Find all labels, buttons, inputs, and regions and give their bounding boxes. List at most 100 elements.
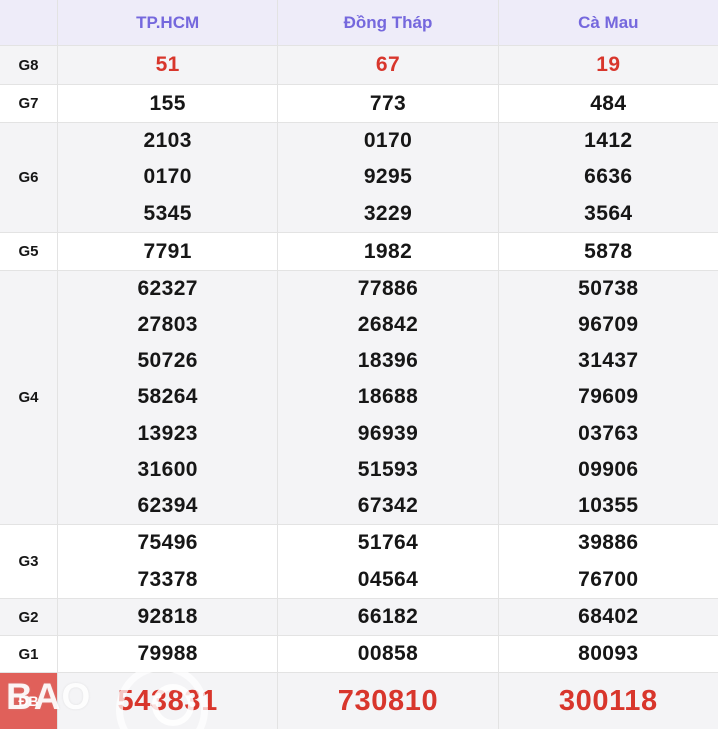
result-cell: 39886 76700 (497, 525, 718, 598)
result-value: 58264 (137, 385, 198, 409)
result-value: 5878 (584, 239, 633, 263)
result-value: 2103 (143, 129, 192, 153)
result-cell: 75496 73378 (57, 525, 277, 598)
prize-rows-container: G8 51 67 19 G7 155 773 484 G6 2103 0170 5345 0170 929… (0, 45, 718, 729)
result-value: 79609 (578, 385, 639, 409)
result-cell: 92818 (57, 599, 277, 635)
prize-tier-label: G6 (18, 169, 39, 186)
result-value: 13923 (137, 421, 198, 445)
result-cell: 5878 (497, 233, 718, 270)
result-cell: 1412 6636 3564 (497, 123, 718, 232)
prize-tier-label: G5 (18, 243, 39, 260)
result-cell: 1982 (277, 233, 497, 270)
result-value: 79988 (137, 642, 198, 665)
result-value: 0170 (143, 165, 192, 189)
prize-row-5: G4 62327 27803 50726 58264 13923 31600 62394 778… (0, 270, 718, 524)
result-cell: 79988 (57, 636, 277, 672)
column-header-tphcm: TP.HCM (57, 0, 277, 45)
result-value: 19 (596, 53, 621, 76)
result-value: 03763 (578, 421, 639, 445)
result-cell: 67 (277, 46, 497, 84)
result-value: 730810 (337, 684, 439, 717)
prize-tier-label: ĐB (0, 673, 57, 729)
result-cell: 00858 (277, 636, 497, 672)
prize-row-3: G6 2103 0170 5345 0170 9295 3229 1412 6636 3564 (0, 122, 718, 232)
result-value: 9295 (363, 165, 413, 189)
result-value: 51 (155, 53, 180, 76)
result-cell: 51764 04564 (277, 525, 497, 598)
header-corner-cell (0, 0, 57, 45)
result-cell: 62327 27803 50726 58264 13923 31600 62394 (57, 271, 277, 524)
result-value: 3229 (363, 201, 413, 225)
result-cell: 730810 (277, 673, 497, 729)
table-header: TP.HCM Đồng Tháp Cà Mau (0, 0, 718, 45)
result-value: 92818 (137, 605, 198, 628)
result-value: 51764 (357, 531, 419, 555)
prize-row-8: G1 79988 00858 80093 (0, 635, 718, 672)
prize-row-6: G3 75496 73378 51764 04564 39886 76700 (0, 524, 718, 598)
result-cell: 68402 (497, 599, 718, 635)
result-value: 31600 (137, 457, 198, 481)
result-value: 6636 (584, 165, 633, 189)
result-value: 96939 (357, 421, 419, 445)
prize-row-7: G2 92818 66182 68402 (0, 598, 718, 635)
result-value: 04564 (357, 567, 419, 591)
result-value: 50738 (578, 277, 639, 301)
prize-tier-label: G8 (18, 56, 39, 74)
result-value: 300118 (558, 684, 658, 717)
result-value: 66182 (357, 605, 419, 628)
result-cell: 80093 (497, 636, 718, 672)
result-value: 67 (375, 53, 401, 76)
result-cell: 51 (57, 46, 277, 84)
result-value: 3564 (584, 201, 633, 225)
prize-tier-label: G1 (18, 645, 39, 663)
result-value: 62394 (137, 493, 198, 517)
result-value: 543831 (117, 684, 218, 717)
result-value: 31437 (578, 349, 639, 373)
column-header-ca-mau: Cà Mau (497, 0, 718, 45)
result-value: 51593 (357, 457, 419, 481)
result-value: 00858 (357, 642, 419, 665)
result-value: 27803 (137, 313, 198, 337)
column-header-dong-thap: Đồng Tháp (277, 0, 497, 45)
result-cell: 50738 96709 31437 79609 03763 09906 10355 (497, 271, 718, 524)
result-cell: 155 (57, 85, 277, 122)
prize-row-4: G5 7791 1982 5878 (0, 232, 718, 270)
result-value: 77886 (357, 277, 419, 301)
result-cell: 300118 (497, 673, 718, 729)
prize-tier-label: G2 (18, 608, 39, 626)
result-value: 62327 (137, 277, 198, 301)
result-value: 50726 (137, 349, 198, 373)
result-value: 484 (590, 91, 627, 115)
result-value: 73378 (137, 567, 198, 591)
prize-row-1: G8 51 67 19 (0, 45, 718, 84)
result-cell: 77886 26842 18396 18688 96939 51593 67342 (277, 271, 497, 524)
result-value: 1982 (363, 239, 413, 263)
result-value: 10355 (578, 493, 639, 517)
result-value: 68402 (578, 605, 639, 628)
result-cell: 2103 0170 5345 (57, 123, 277, 232)
result-value: 0170 (363, 129, 413, 153)
result-value: 5345 (143, 201, 192, 225)
result-value: 18396 (357, 349, 419, 373)
prize-tier-label: G3 (18, 553, 39, 570)
prize-tier-label: G7 (18, 95, 39, 112)
result-value: 18688 (357, 385, 419, 409)
result-value: 1412 (584, 129, 633, 153)
result-value: 773 (369, 91, 407, 115)
result-value: 7791 (143, 239, 192, 263)
result-value: 155 (149, 91, 186, 115)
result-value: 39886 (578, 531, 639, 555)
result-cell: 484 (497, 85, 718, 122)
result-value: 96709 (578, 313, 639, 337)
result-value: 26842 (357, 313, 419, 337)
result-cell: 7791 (57, 233, 277, 270)
prize-row-9: ĐB 543831 730810 300118 (0, 672, 718, 729)
result-cell: 0170 9295 3229 (277, 123, 497, 232)
prize-row-2: G7 155 773 484 (0, 84, 718, 122)
result-cell: 19 (497, 46, 718, 84)
result-cell: 543831 (57, 673, 277, 729)
result-cell: 66182 (277, 599, 497, 635)
prize-tier-label: G4 (18, 389, 39, 406)
